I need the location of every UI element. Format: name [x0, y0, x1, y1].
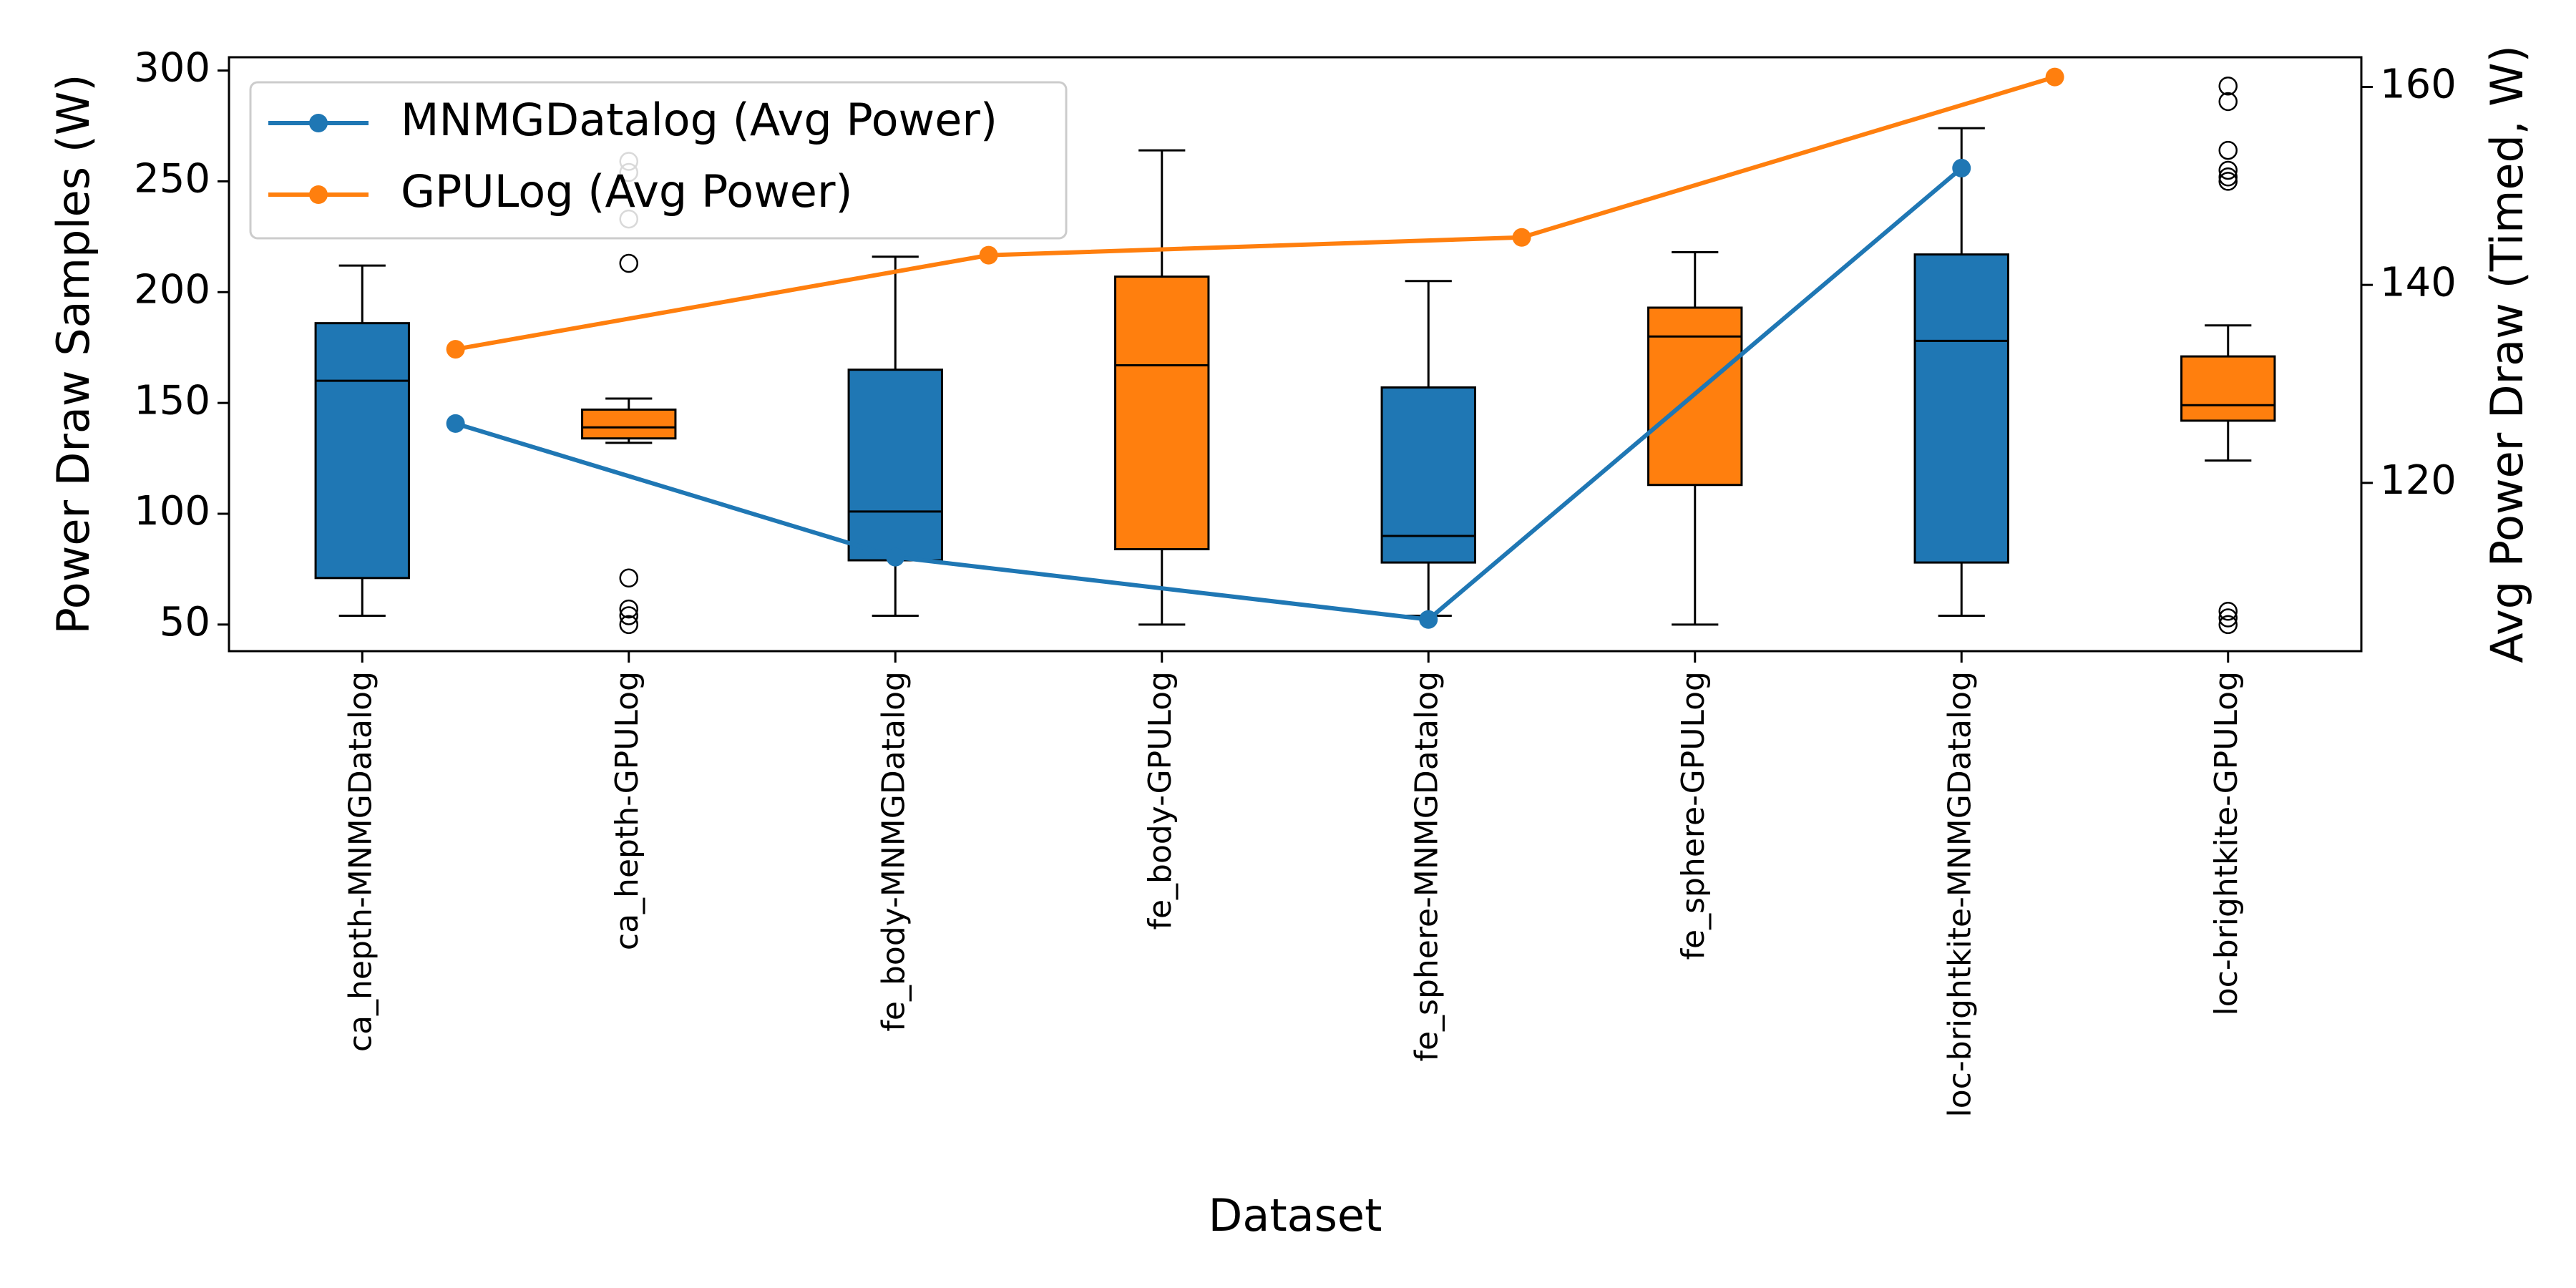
legend-box [249, 81, 1068, 240]
right-y-axis-label: Avg Power Draw (Timed, W) [2481, 45, 2533, 663]
left-y-tick-label: 300 [134, 45, 210, 92]
left-y-axis-label: Power Draw Samples (W) [47, 74, 99, 635]
plot-frame [228, 56, 2363, 653]
series-1 [446, 67, 2064, 359]
outlier-point [2218, 77, 2238, 96]
outlier-point [2218, 608, 2238, 628]
outlier-point [2218, 140, 2238, 160]
series-marker [1419, 610, 1438, 629]
box-fe_body-MNMGDatalog [847, 255, 943, 617]
x-axis-label: Dataset [1209, 1189, 1382, 1241]
x-tick-label: fe_sphere-MNMGDatalog [1408, 671, 1445, 1062]
series-marker [446, 340, 465, 359]
series-marker [1512, 228, 1531, 247]
series-line [454, 166, 1963, 622]
series-marker [886, 547, 905, 567]
outlier-point [619, 253, 638, 273]
left-y-tick-label: 100 [134, 488, 210, 535]
x-tick-label: ca_hepth-MNMGDatalog [342, 671, 379, 1052]
box-ca_hepth-GPULog [581, 152, 677, 635]
series-0 [446, 158, 1971, 629]
axes-layer: 50 100 150 200 250 300 120 140 160 ca_hepth-MNMGD… [47, 45, 2533, 1241]
box-iqr [1913, 253, 2009, 564]
box-iqr [2180, 355, 2276, 422]
box-iqr [314, 322, 410, 580]
outlier-point [619, 606, 638, 625]
x-tick-label: fe_body-GPULog [1142, 671, 1179, 930]
outlier-point [2218, 602, 2238, 621]
legend-swatch-marker [309, 114, 328, 132]
plot-frame-layer [228, 56, 2363, 653]
right-y-tick-label: 140 [2380, 259, 2457, 306]
box-fe_sphere-MNMGDatalog [1380, 280, 1476, 617]
x-tick-label: ca_hepth-GPULog [609, 671, 645, 950]
series-line [455, 74, 2056, 352]
outlier-point [2218, 167, 2238, 187]
box-iqr [847, 369, 943, 562]
series-marker [446, 414, 465, 433]
series-marker [2045, 67, 2064, 87]
outlier-point [2218, 615, 2238, 635]
left-y-tick-label: 50 [160, 599, 210, 645]
outlier-point [619, 599, 638, 619]
box-loc-brightkite-MNMGDatalog [1913, 127, 2009, 617]
lines-layer [446, 67, 2064, 629]
box-iqr [581, 408, 677, 440]
right-y-tick-label: 120 [2380, 457, 2457, 504]
box-fe_sphere-GPULog [1647, 251, 1743, 626]
series-marker [1952, 158, 1971, 177]
left-y-tick-label: 250 [134, 156, 210, 203]
boxes-layer [314, 77, 2276, 635]
x-tick-label: loc-brightkite-MNMGDatalog [1941, 671, 1978, 1118]
x-tick-label: fe_body-MNMGDatalog [875, 671, 912, 1032]
left-y-tick-label: 200 [134, 266, 210, 313]
box-loc-brightkite-GPULog [2180, 77, 2276, 635]
outlier-point [619, 568, 638, 588]
x-tick-label: fe_sphere-GPULog [1675, 671, 1712, 960]
legend-label: MNMGDatalog (Avg Power) [401, 94, 997, 146]
x-tick-label: loc-brightkite-GPULog [2208, 671, 2245, 1015]
outlier-point [2218, 92, 2238, 112]
box-iqr [1114, 275, 1210, 551]
legend-label: GPULog (Avg Power) [401, 165, 853, 218]
box-iqr [1380, 386, 1476, 564]
box-ca_hepth-MNMGDatalog [314, 264, 410, 617]
left-y-tick-label: 150 [134, 377, 210, 424]
legend-swatch-marker [309, 185, 328, 204]
outlier-point [2218, 172, 2238, 191]
box-fe_body-GPULog [1114, 149, 1210, 626]
legend: MNMGDatalog (Avg Power) GPULog (Avg Power… [249, 81, 1068, 240]
outlier-point [2218, 160, 2238, 180]
right-y-tick-label: 160 [2380, 62, 2457, 108]
outlier-point [619, 615, 638, 635]
series-marker [979, 245, 998, 265]
